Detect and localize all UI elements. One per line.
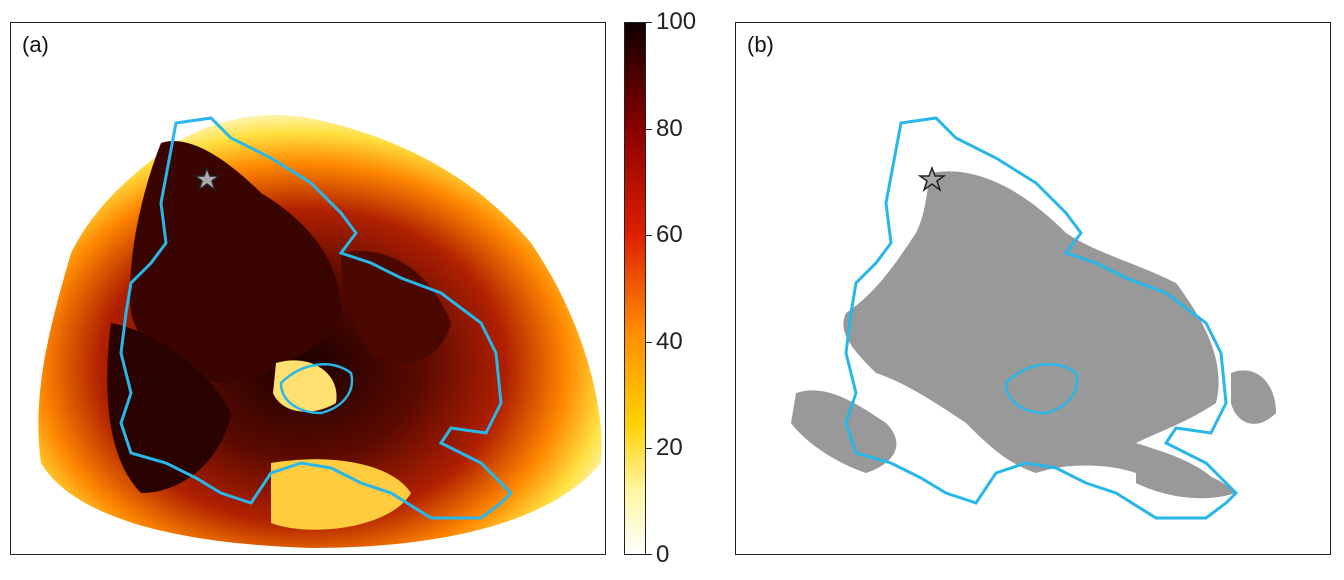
colorbar-tick-mark: [646, 448, 652, 450]
colorbar-tick-mark: [646, 22, 652, 23]
ignition-star-marker: [192, 165, 222, 193]
colorbar: [624, 22, 646, 555]
inner-perimeter: [279, 363, 354, 415]
inner-perimeter: [1004, 363, 1079, 415]
colorbar-tick-label: 60: [656, 221, 683, 249]
panel-b-map: (b): [735, 22, 1331, 555]
warm-patches: [107, 141, 451, 530]
colorbar-tick-label: 20: [656, 434, 683, 462]
colorbar-tick-label: 0: [656, 541, 670, 568]
burn-perimeter: [119, 116, 514, 520]
panel-a-heatmap: (a): [10, 22, 606, 555]
gray-regions: [791, 171, 1276, 499]
burn-perimeter: [844, 116, 1239, 520]
ignition-star-marker: [917, 165, 947, 193]
colorbar-tick-label: 100: [656, 8, 697, 35]
colorbar-tick-mark: [646, 235, 652, 237]
panel-b-plot: [791, 116, 1276, 520]
colorbar-tick-mark: [646, 341, 652, 343]
panel-a-plot: [38, 114, 602, 548]
colorbar-tick-label: 80: [656, 114, 683, 142]
colorbar-tick-label: 40: [656, 327, 683, 355]
panel-a-label: (a): [22, 32, 49, 57]
colorbar-tick-mark: [646, 554, 652, 555]
panel-b-label: (b): [747, 32, 774, 57]
colorbar-tick-mark: [646, 128, 652, 130]
colorbar-axis: 0 20 40 60 80 100: [646, 8, 716, 568]
